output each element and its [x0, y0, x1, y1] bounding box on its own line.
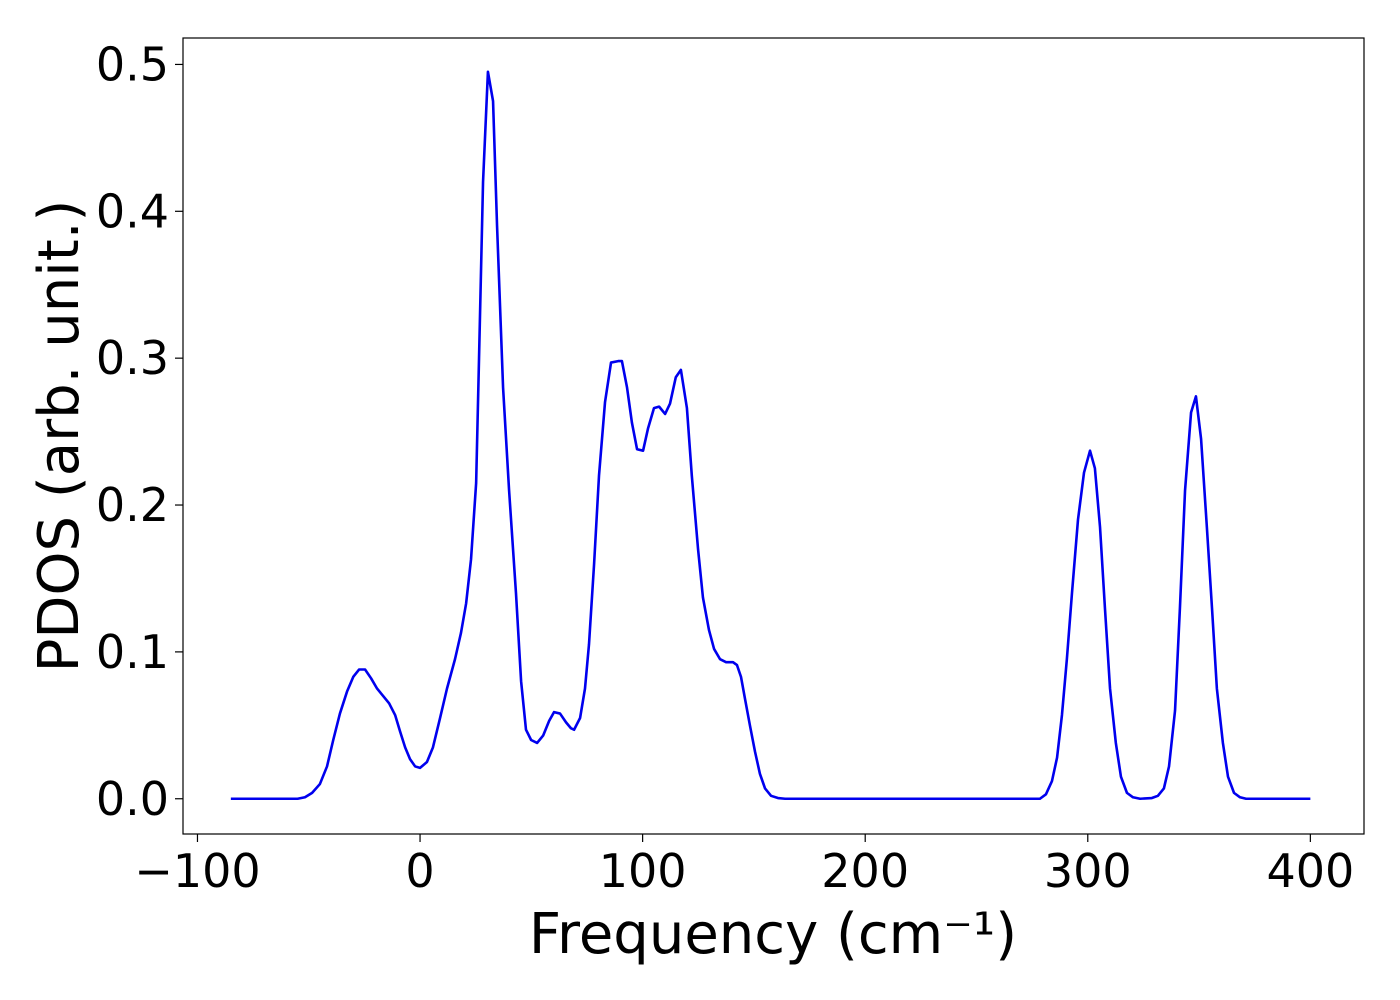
y-tick-label: 0.5 — [96, 37, 169, 91]
x-tick-label: 400 — [1266, 844, 1354, 898]
x-axis-label: Frequency (cm⁻¹) — [529, 902, 1017, 967]
x-tick-label: 0 — [405, 844, 434, 898]
y-tick-label: 0.1 — [96, 625, 169, 679]
y-tick-label: 0.0 — [96, 772, 169, 826]
x-tick-label: 200 — [821, 844, 909, 898]
x-tick-label: −100 — [134, 844, 260, 898]
x-tick-label: 300 — [1044, 844, 1132, 898]
pdos-line — [230, 70, 1311, 801]
y-tick-label: 0.2 — [96, 478, 169, 532]
y-tick-label: 0.3 — [96, 331, 169, 385]
plot-frame — [182, 37, 1365, 835]
y-tick-label: 0.4 — [96, 184, 169, 238]
y-axis-label: PDOS (arb. unit.) — [27, 200, 92, 673]
x-tick-label: 100 — [599, 844, 687, 898]
